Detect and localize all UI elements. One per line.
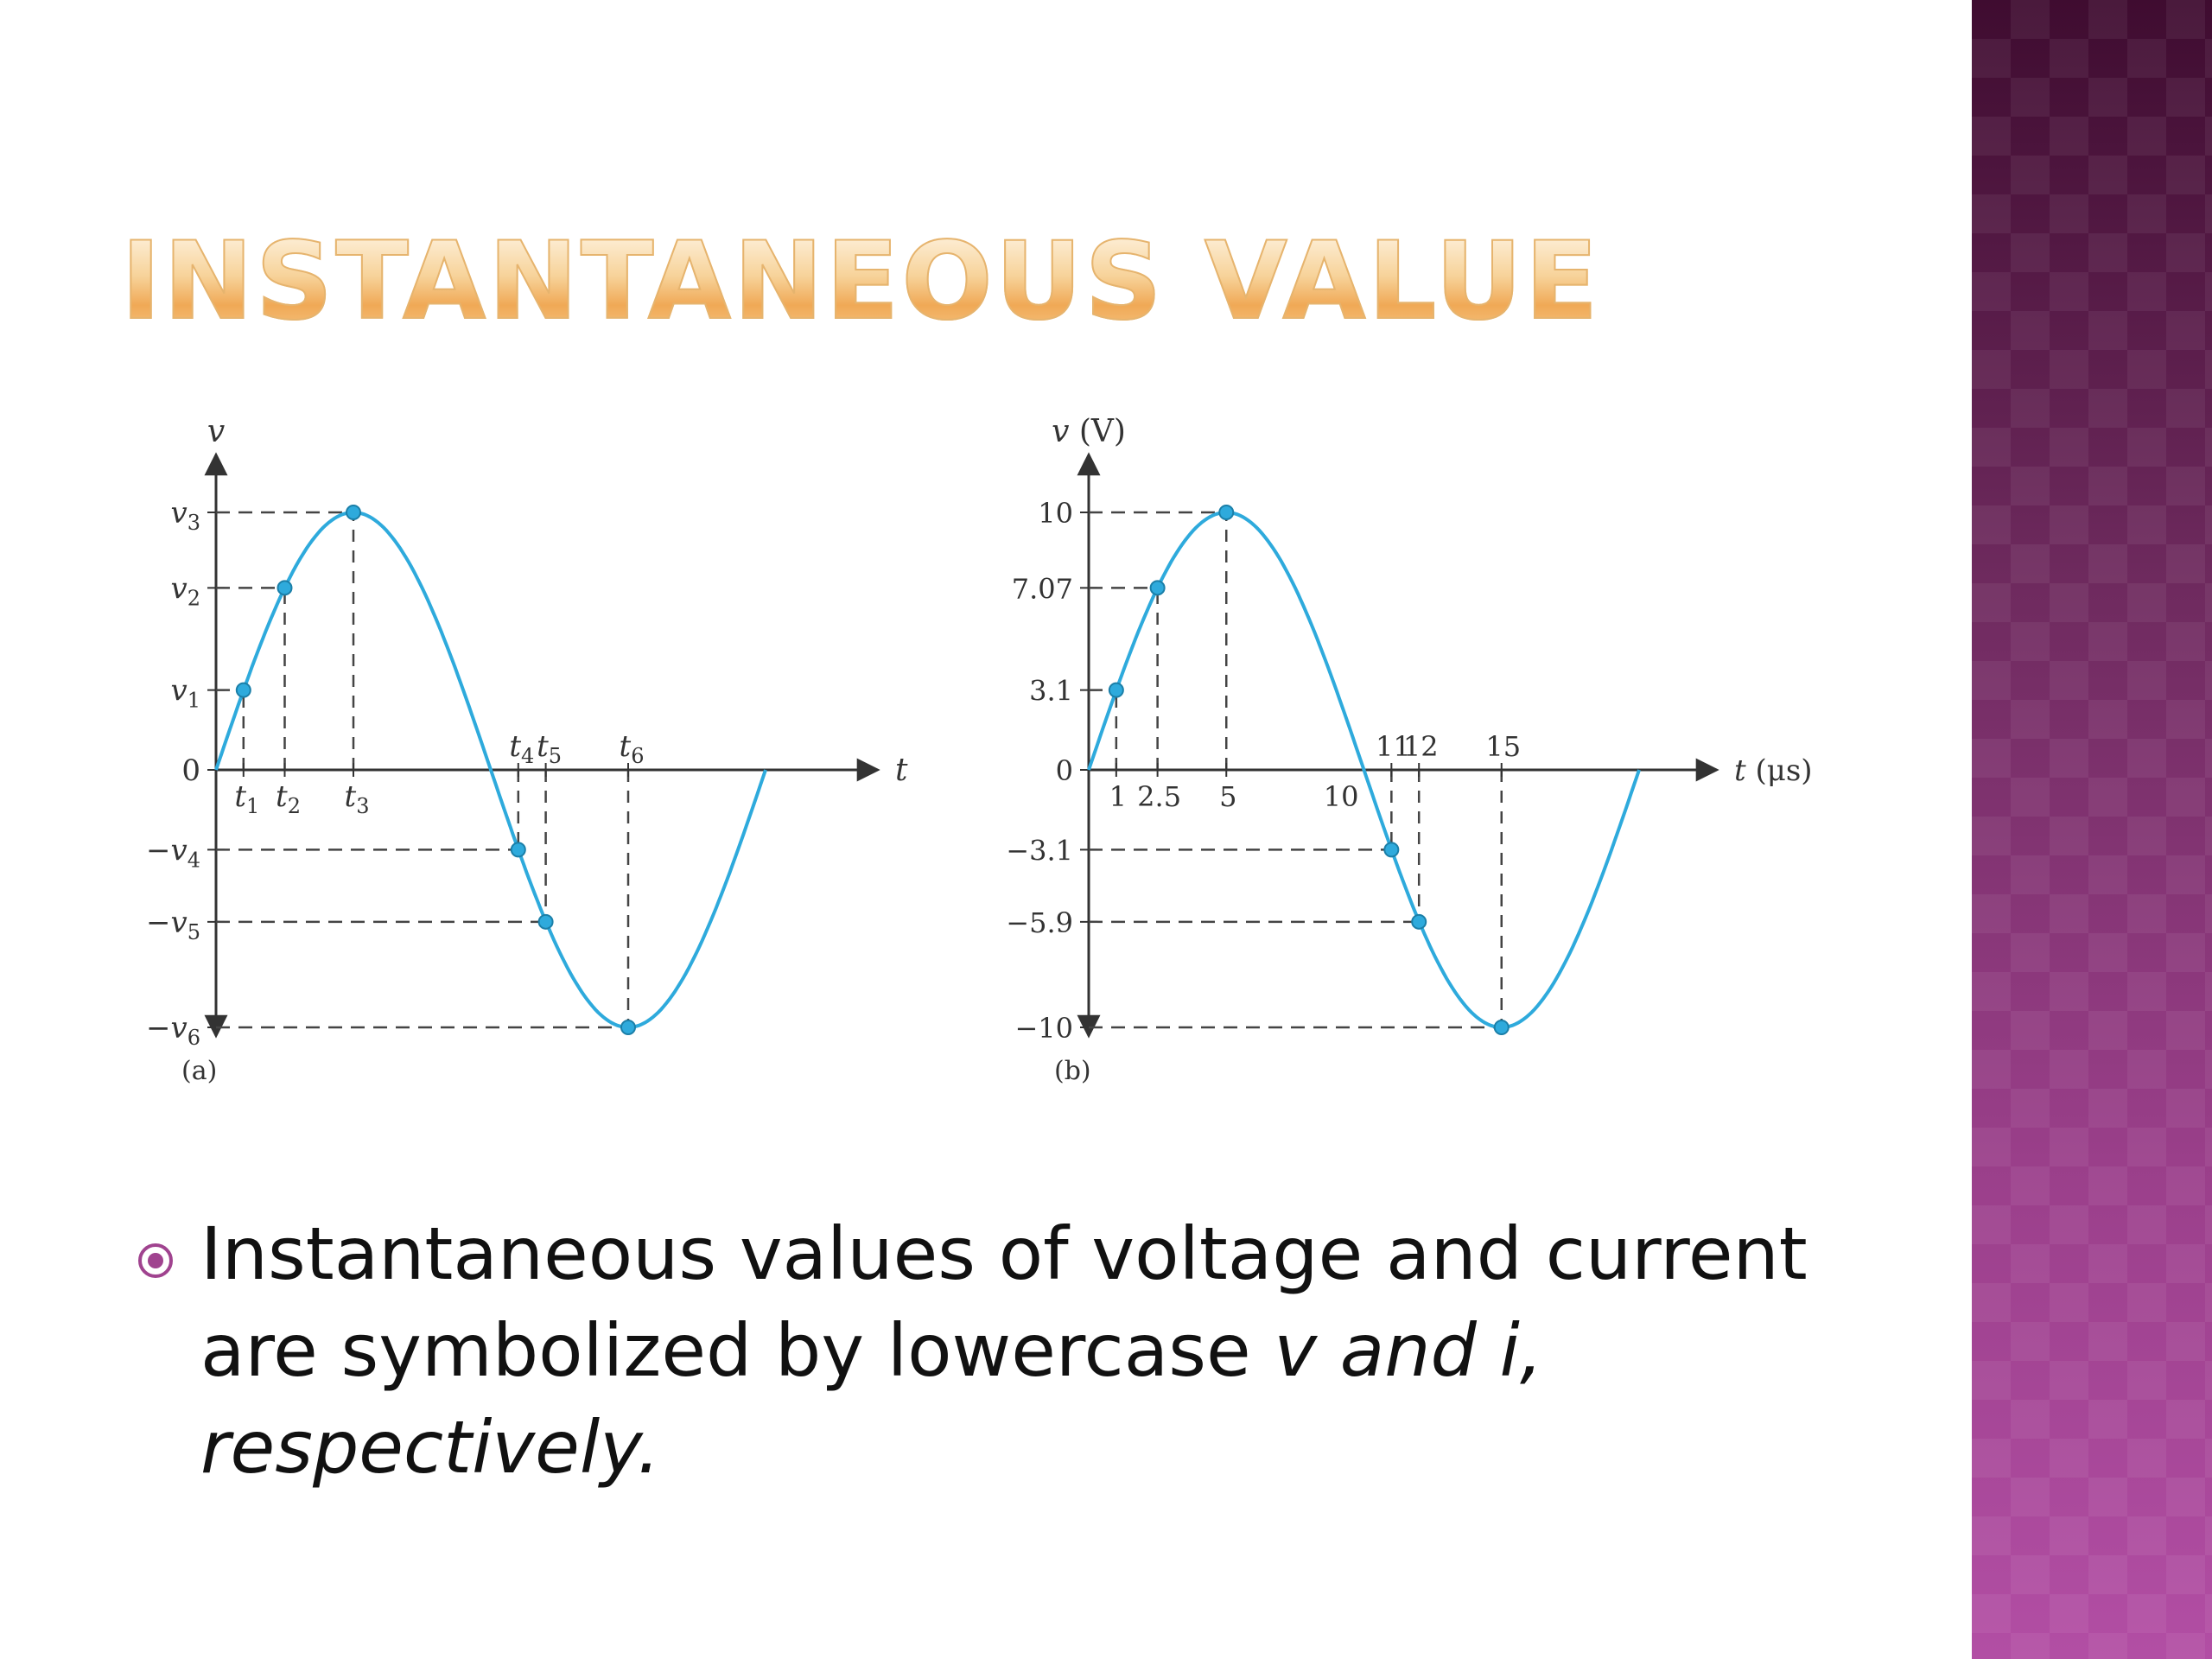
- y-tick-label: 3.1: [1029, 675, 1073, 708]
- chart-panel-b: v (V)t (μs)107.073.10−3.1−5.9−101 2.5 5111…: [1006, 414, 1812, 1086]
- slide-title: INSTANTANEOUS VALUE: [120, 219, 1601, 344]
- sine-wave-figure: v t v3 v2 v1 0 −v4 −v5 −v6 t1 t2 t3 t4 t5 t6 (a) v (V) t…: [146, 414, 1813, 1086]
- x-point-label: t5: [537, 729, 562, 768]
- y-tick-label: 7.07: [1012, 572, 1073, 605]
- y-tick-label: v3: [171, 496, 201, 535]
- data-point-marker: [1493, 1020, 1510, 1035]
- sidebar-pattern: [1972, 0, 2212, 1659]
- x-point-label: 12: [1403, 730, 1439, 763]
- data-point-marker: [235, 682, 251, 698]
- bullet-text-italic-2: respectively.: [200, 1405, 661, 1490]
- y-tick-label: 10: [1038, 497, 1073, 530]
- data-point-marker: [1383, 842, 1400, 858]
- y-tick-label: 0: [181, 753, 200, 788]
- y-tick-label: −v6: [146, 1011, 200, 1050]
- y-tick-label: v1: [171, 674, 201, 713]
- y-tick-label: −v5: [146, 906, 200, 944]
- circle-bullet-icon: [138, 1243, 173, 1278]
- x-point-label: 15: [1485, 730, 1521, 763]
- data-point-marker: [620, 1020, 636, 1035]
- data-point-marker: [1411, 913, 1427, 930]
- y-axis-label: v (V): [1052, 414, 1126, 449]
- data-point-marker: [1218, 505, 1235, 520]
- x-point-label: t3: [345, 779, 370, 818]
- bullet-text-plain: Instantaneous values of voltage and curr…: [200, 1211, 1808, 1393]
- y-axis-label: v: [207, 414, 225, 449]
- x-point-label: 2.5: [1137, 780, 1181, 813]
- y-tick-label: v2: [171, 571, 201, 610]
- decorative-sidebar: [1972, 0, 2212, 1659]
- x-axis-label: t (μs): [1734, 753, 1813, 788]
- y-tick-label: −5.9: [1006, 906, 1073, 939]
- x-point-label: t6: [620, 729, 645, 768]
- panel-label: (b): [1054, 1056, 1091, 1086]
- data-point-marker: [537, 913, 554, 930]
- x-point-label: 1: [1109, 780, 1127, 813]
- panel-label: (a): [181, 1056, 217, 1086]
- y-tick-label: 0: [1056, 754, 1073, 787]
- data-point-marker: [1149, 580, 1166, 596]
- x-point-label: 5: [1219, 780, 1236, 813]
- y-tick-label: −3.1: [1006, 834, 1073, 867]
- sine-curve-series: [1087, 510, 1641, 1030]
- x-point-label: t4: [509, 729, 534, 768]
- y-tick-label: −v4: [146, 833, 200, 872]
- bullet-text: Instantaneous values of voltage and curr…: [200, 1205, 1858, 1496]
- chart-panel-a: v t v3 v2 v1 0 −v4 −v5 −v6 t1 t2 t3 t4 t5 t6 (a): [146, 414, 908, 1086]
- x-point-label: 11: [1376, 730, 1411, 763]
- data-point-marker: [276, 580, 293, 596]
- sine-curve-series: [214, 510, 767, 1030]
- data-point-marker: [346, 505, 361, 520]
- x-point-label: t2: [276, 779, 301, 818]
- data-point-marker: [510, 842, 526, 858]
- x-point-label: t1: [234, 779, 259, 818]
- x-tick-label: 10: [1324, 780, 1359, 813]
- bullet-point: Instantaneous values of voltage and curr…: [130, 1205, 1858, 1496]
- bullet-text-italic-1: v and i,: [1274, 1308, 1543, 1393]
- x-axis-label: t: [895, 753, 908, 788]
- data-point-marker: [1108, 682, 1124, 698]
- y-tick-label: −10: [1014, 1012, 1073, 1045]
